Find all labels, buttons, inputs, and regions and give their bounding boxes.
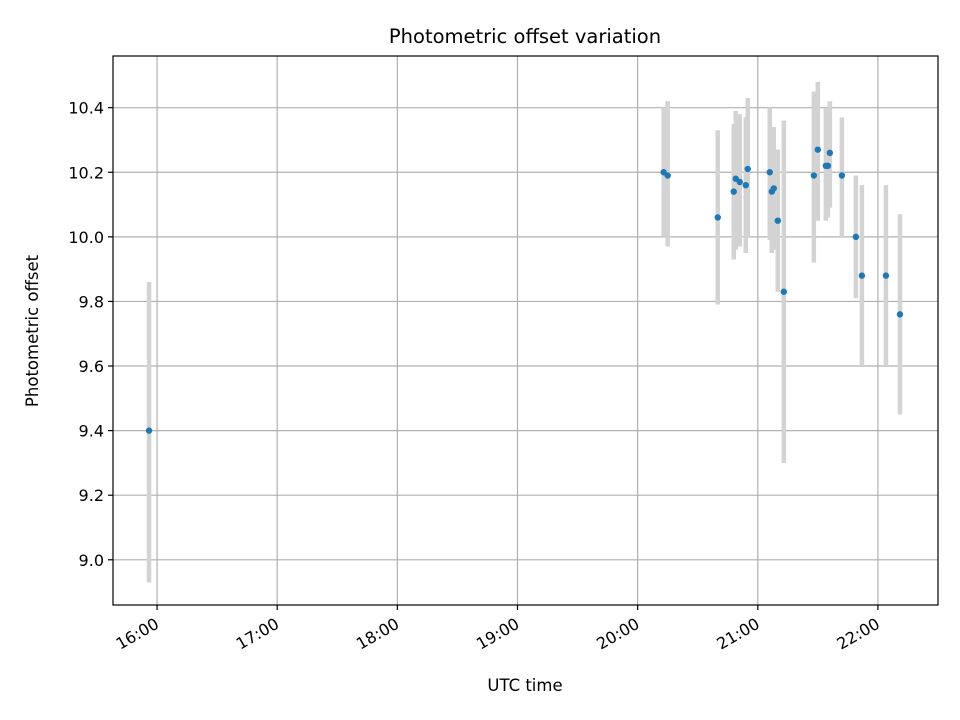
data-point bbox=[838, 172, 846, 179]
data-point bbox=[824, 162, 832, 169]
data-point bbox=[882, 272, 890, 279]
data-point bbox=[810, 172, 818, 179]
data-point bbox=[664, 172, 671, 179]
data-point bbox=[744, 165, 751, 173]
data-point bbox=[145, 427, 153, 434]
y-tick-label: 9.6 bbox=[79, 357, 104, 376]
y-tick-label: 9.4 bbox=[79, 422, 104, 441]
y-tick-label: 10.4 bbox=[68, 99, 104, 118]
data-point bbox=[858, 272, 866, 279]
plot-frame bbox=[112, 55, 939, 606]
grid bbox=[113, 56, 938, 605]
x-axis-label: UTC time bbox=[487, 676, 562, 695]
data-markers bbox=[145, 146, 904, 434]
y-tick-label: 9.2 bbox=[79, 486, 104, 505]
y-tick-label: 9.0 bbox=[79, 551, 104, 570]
data-point bbox=[770, 185, 778, 192]
y-tick-label: 10.2 bbox=[68, 163, 104, 182]
y-axis-ticks: 9.0 9.2 9.4 9.6 9.8 10.0 10.2 10.4 bbox=[68, 99, 113, 570]
data-point bbox=[730, 188, 737, 195]
data-point bbox=[742, 181, 749, 189]
data-point bbox=[766, 169, 773, 176]
data-point bbox=[736, 178, 743, 186]
data-point bbox=[852, 233, 860, 241]
data-point bbox=[814, 146, 822, 153]
data-point bbox=[780, 288, 788, 295]
y-axis-label: Photometric offset bbox=[23, 254, 42, 407]
y-tick-label: 10.0 bbox=[68, 228, 104, 247]
data-point bbox=[826, 149, 834, 157]
data-point bbox=[896, 311, 904, 318]
data-point bbox=[774, 217, 782, 224]
chart-title: Photometric offset variation bbox=[389, 25, 661, 48]
data-point bbox=[714, 214, 721, 221]
y-tick-label: 9.8 bbox=[79, 292, 104, 311]
